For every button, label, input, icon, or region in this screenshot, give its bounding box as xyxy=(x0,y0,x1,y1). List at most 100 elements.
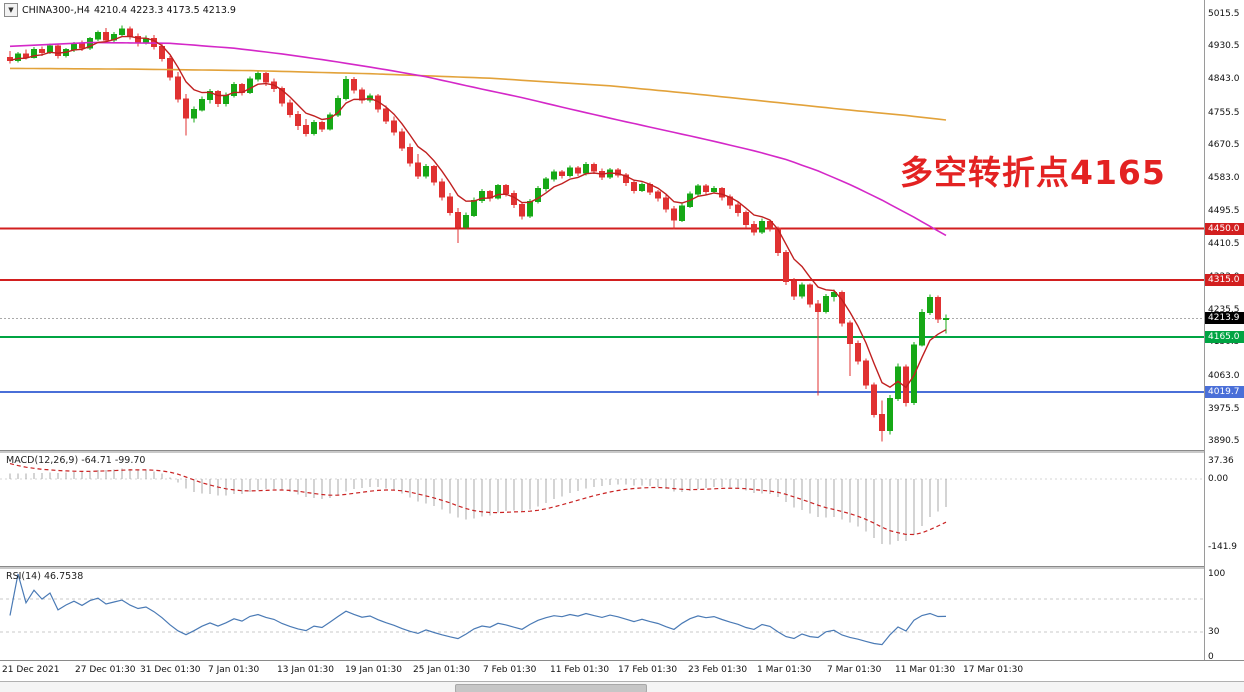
candle-body xyxy=(47,45,53,53)
candle-body xyxy=(519,204,525,217)
candle-body xyxy=(359,89,365,101)
time-label: 7 Jan 01:30 xyxy=(208,665,260,675)
horizontal-levels xyxy=(0,227,1204,394)
candle-body xyxy=(391,120,397,133)
candle-body xyxy=(543,178,549,189)
candle-body xyxy=(223,94,229,105)
candle-body xyxy=(791,280,797,297)
rsi-name: RSI(14) xyxy=(6,571,41,582)
candle-body xyxy=(175,76,181,100)
candle-body xyxy=(199,99,205,111)
price-badge: 4019.7 xyxy=(1205,386,1244,398)
annotation-text: 多空转折点4165 xyxy=(900,153,1166,192)
candle-body xyxy=(495,185,501,199)
candle-body xyxy=(567,167,573,176)
candle-body xyxy=(559,171,565,176)
candle-body xyxy=(799,284,805,297)
price-axis[interactable]: 5015.5 4930.5 4843.0 4755.5 4670.5 4583.0 4495… xyxy=(1204,0,1244,662)
time-label: 27 Dec 01:30 xyxy=(75,665,136,675)
time-axis[interactable]: 21 Dec 2021 27 Dec 01:30 31 Dec 01:30 7 Jan… xyxy=(0,661,1204,681)
candle-body xyxy=(31,49,37,58)
time-label: 7 Mar 01:30 xyxy=(827,665,882,675)
candle-body xyxy=(711,187,717,192)
candle-body xyxy=(263,72,269,83)
candle-body xyxy=(919,312,925,346)
axis-tick: 4495.5 xyxy=(1208,206,1240,217)
time-label: 7 Feb 01:30 xyxy=(483,665,537,675)
macd-name: MACD(12,26,9) xyxy=(6,455,79,466)
candle-body xyxy=(119,28,125,36)
candle-body xyxy=(935,297,941,320)
time-label: 11 Mar 01:30 xyxy=(895,665,956,675)
time-label: 17 Mar 01:30 xyxy=(963,665,1024,675)
axis-tick: 3890.5 xyxy=(1208,436,1240,447)
axis-tick: 4063.0 xyxy=(1208,370,1240,381)
time-label: 31 Dec 01:30 xyxy=(140,665,201,675)
candle-body xyxy=(439,181,445,198)
rsi-value: 46.7538 xyxy=(43,571,84,582)
candle-body xyxy=(815,303,821,312)
candle-body xyxy=(455,211,461,228)
symbol-period-label: CHINA300-,H4 xyxy=(22,4,90,16)
price-badge: 4315.0 xyxy=(1205,273,1244,286)
time-label: 19 Jan 01:30 xyxy=(345,665,402,675)
rsi-canvas[interactable] xyxy=(0,569,1204,660)
panel-separator[interactable] xyxy=(0,566,1244,569)
candle-body xyxy=(831,291,837,298)
candle-body xyxy=(807,284,813,305)
candle-body xyxy=(383,108,389,122)
price-badge: 4450.0 xyxy=(1205,222,1244,235)
candle-body xyxy=(783,252,789,282)
collapse-chart-button[interactable]: ▼ xyxy=(4,3,18,17)
candle-body xyxy=(407,147,413,164)
scrollbar-thumb[interactable] xyxy=(455,684,647,692)
candle-body xyxy=(575,167,581,174)
candles xyxy=(7,25,949,442)
candle-body xyxy=(319,122,325,130)
candle-body xyxy=(719,187,725,198)
candle-body xyxy=(863,360,869,386)
candle-body xyxy=(79,43,85,49)
candle-body xyxy=(399,131,405,149)
time-label: 11 Feb 01:30 xyxy=(550,665,610,675)
candle-body xyxy=(127,28,133,37)
macd-label: MACD(12,26,9) -64.71 -99.70 xyxy=(6,455,145,466)
scrollbar-track[interactable] xyxy=(0,681,1244,692)
price-chart-canvas[interactable] xyxy=(0,0,1204,450)
candle-body xyxy=(23,53,29,58)
macd-values: -64.71 -99.70 xyxy=(81,455,146,466)
candle-body xyxy=(431,166,437,183)
candle-body xyxy=(847,322,853,344)
candle-body xyxy=(479,190,485,201)
candle-body xyxy=(527,201,533,217)
candle-body xyxy=(615,169,621,176)
candle-body xyxy=(767,220,773,229)
candle-body xyxy=(623,174,629,184)
candle-body xyxy=(215,91,221,105)
macd-signal-line xyxy=(9,463,947,536)
collapse-icon: ▼ xyxy=(8,6,14,14)
ma-slow-line xyxy=(10,67,947,121)
price-badge: 4165.0 xyxy=(1205,330,1244,343)
ohlc-values: 4210.4 4223.3 4173.5 4213.9 xyxy=(93,4,236,16)
candle-body xyxy=(823,296,829,312)
panel-separator[interactable] xyxy=(0,450,1244,453)
candle-body xyxy=(71,43,77,51)
candle-body xyxy=(287,102,293,115)
candle-body xyxy=(759,220,765,233)
candle-body xyxy=(207,91,213,100)
candle-body xyxy=(311,122,317,134)
axis-tick: 30 xyxy=(1208,627,1220,638)
candle-body xyxy=(279,88,285,104)
axis-tick: 4410.5 xyxy=(1208,238,1240,249)
candle-body xyxy=(95,32,101,40)
candle-body xyxy=(551,171,557,180)
candle-body xyxy=(351,78,357,91)
candle-body xyxy=(295,113,301,126)
candle-body xyxy=(751,223,757,233)
rsi-label: RSI(14) 46.7538 xyxy=(6,571,83,582)
axis-tick: 100 xyxy=(1208,568,1226,579)
macd-canvas[interactable] xyxy=(0,453,1204,566)
candle-body xyxy=(671,208,677,221)
candle-body xyxy=(583,163,589,174)
